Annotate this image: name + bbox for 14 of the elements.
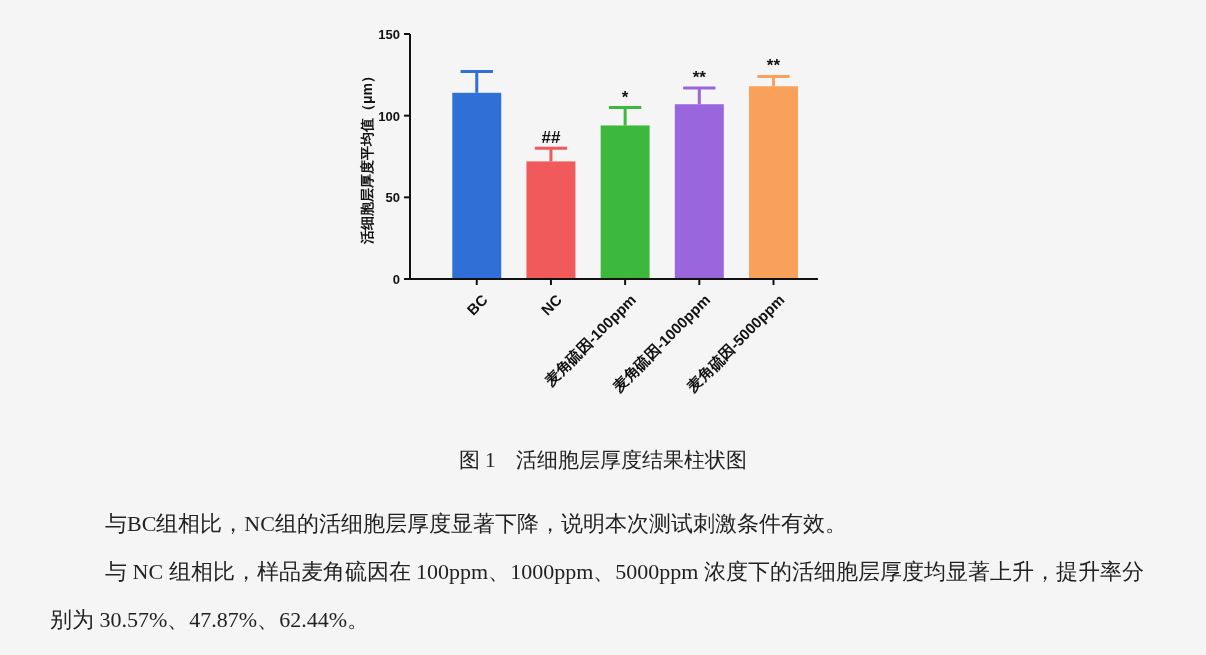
x-tick-label: BC	[463, 290, 491, 319]
annotation: **	[766, 56, 781, 76]
y-axis-title: 活细胞层厚度平均值（μm）	[359, 68, 375, 246]
text: 与 NC 组相比，样品麦角硫因在 100ppm、1000ppm、5000ppm 浓度下的活细胞层厚度均显著上升，提升率分别为 30.57%、47.87%、62.44%。	[50, 558, 1145, 634]
x-tick-label: NC	[537, 290, 566, 319]
annotation: *	[621, 87, 629, 107]
y-tick-label: 0	[392, 272, 400, 287]
annotation: **	[692, 67, 707, 87]
text: 与BC组相比，NC组的活细胞层厚度显著下降，说明本次测试刺激条件有效。	[104, 510, 848, 538]
y-tick-label: 150	[378, 27, 400, 42]
caption: 图 1 活细胞层厚度结果柱状图	[457, 447, 749, 474]
annotation: ##	[541, 128, 561, 148]
y-tick-label: 100	[378, 108, 400, 124]
y-tick-label: 50	[385, 190, 400, 206]
